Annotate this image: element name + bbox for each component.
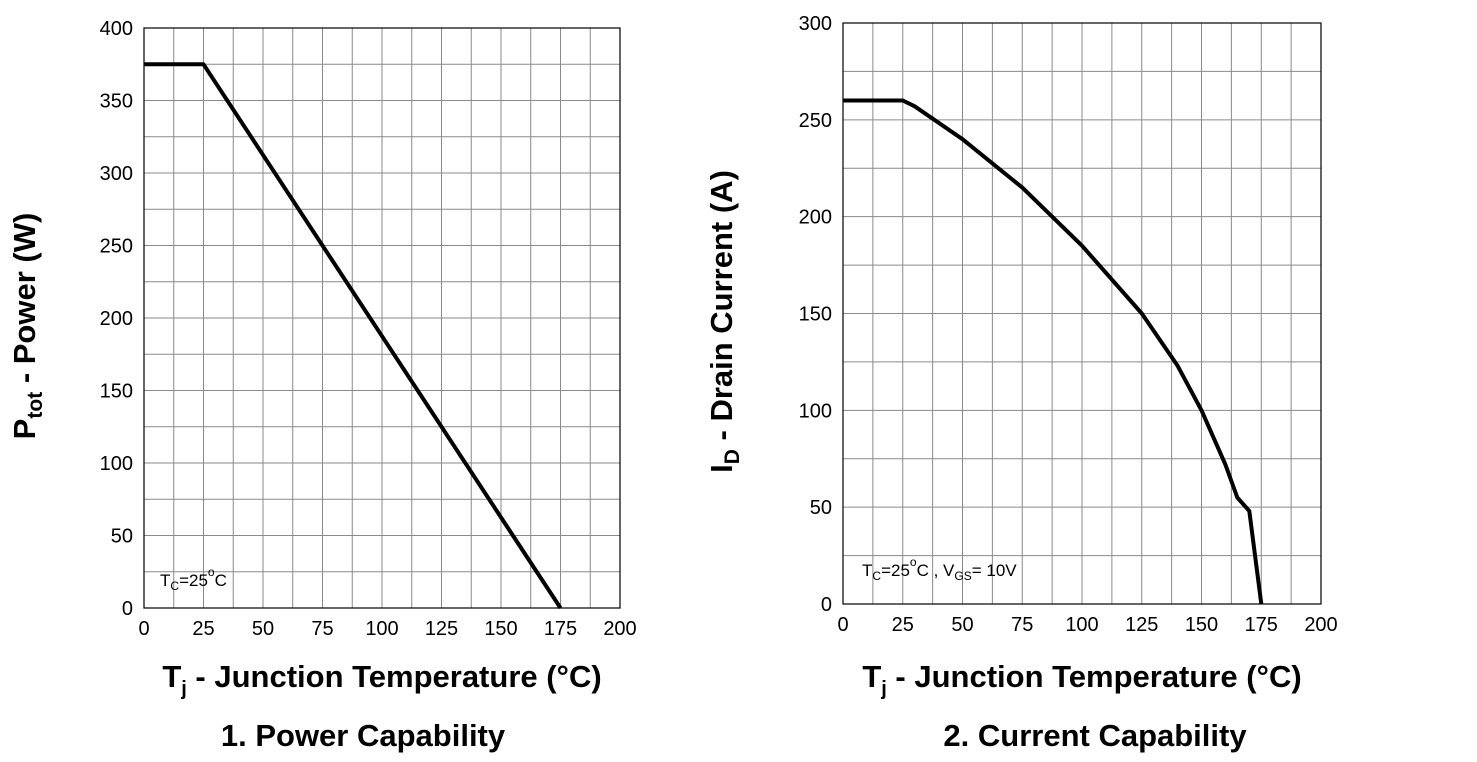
figure-caption: 2. Current Capability bbox=[943, 718, 1247, 753]
note-subscript: GS bbox=[954, 569, 971, 583]
x-tick-label: 175 bbox=[544, 618, 577, 640]
note-subscript: C bbox=[170, 579, 179, 593]
x-axis-title-main: T bbox=[162, 659, 181, 694]
x-tick-label: 25 bbox=[192, 618, 214, 640]
x-tick-label: 150 bbox=[1185, 614, 1218, 636]
y-axis-title-rest: - Power (W) bbox=[7, 213, 42, 392]
figure-caption: 1. Power Capability bbox=[221, 718, 506, 753]
x-tick-label: 125 bbox=[425, 618, 458, 640]
y-tick-label: 0 bbox=[821, 594, 832, 616]
y-tick-label: 250 bbox=[799, 110, 832, 132]
x-axis-title: Tj - Junction Temperature (°C) bbox=[862, 659, 1301, 700]
y-axis-title-rest: - Drain Current (A) bbox=[704, 170, 739, 449]
x-tick-label: 50 bbox=[252, 618, 274, 640]
y-axis-title-sub: D bbox=[721, 449, 744, 464]
y-tick-label: 50 bbox=[810, 497, 832, 519]
y-axis-title-sub: tot bbox=[24, 392, 47, 419]
x-tick-label: 200 bbox=[603, 618, 636, 640]
y-axis-title-main: P bbox=[7, 419, 42, 440]
note-text: T bbox=[160, 571, 170, 590]
figure-number: 1. bbox=[221, 718, 255, 753]
y-tick-label: 200 bbox=[100, 308, 133, 330]
y-tick-label: 200 bbox=[799, 207, 832, 229]
chart-2: 0 25 50 75 100 125 150 175 200 0 50 100 150 200 250 300… bbox=[704, 13, 1338, 753]
y-axis-title-main: I bbox=[704, 464, 739, 473]
x-axis-title-rest: - Junction Temperature (°C) bbox=[187, 659, 602, 694]
y-tick-label: 250 bbox=[100, 236, 133, 258]
figure-title: Current Capability bbox=[978, 718, 1247, 753]
y-tick-label: 100 bbox=[799, 400, 832, 422]
series-line-id bbox=[843, 98, 1264, 605]
x-tick-label: 150 bbox=[484, 618, 517, 640]
note-subscript: C bbox=[872, 569, 881, 583]
x-tick-label: 0 bbox=[837, 614, 848, 636]
note-text: T bbox=[862, 561, 872, 580]
y-axis-title: Ptot - Power (W) bbox=[7, 213, 47, 440]
x-axis-title-main: T bbox=[862, 659, 881, 694]
series-line-ptot bbox=[144, 62, 563, 610]
y-tick-label: 0 bbox=[122, 598, 133, 620]
x-tick-label: 100 bbox=[365, 618, 398, 640]
y-tick-label: 150 bbox=[100, 381, 133, 403]
condition-note: TC=25oC , VGS= 10V bbox=[862, 555, 1017, 583]
plot-frame bbox=[842, 22, 1322, 605]
plot-frame bbox=[143, 27, 621, 609]
note-text: = 10V bbox=[972, 561, 1018, 580]
x-tick-label: 75 bbox=[1011, 614, 1033, 636]
note-text: C , V bbox=[917, 561, 955, 580]
grid-lines bbox=[144, 28, 620, 608]
note-text: =25 bbox=[881, 561, 910, 580]
y-tick-label: 350 bbox=[100, 91, 133, 113]
x-tick-label: 100 bbox=[1065, 614, 1098, 636]
figure-number: 2. bbox=[943, 718, 977, 753]
x-axis-title: Tj - Junction Temperature (°C) bbox=[162, 659, 601, 700]
figure-title: Power Capability bbox=[255, 718, 506, 753]
y-tick-label: 300 bbox=[799, 13, 832, 35]
y-tick-label: 50 bbox=[111, 526, 133, 548]
condition-note: TC=25oC bbox=[160, 565, 227, 593]
y-tick-label: 400 bbox=[100, 18, 133, 40]
y-axis-title: ID - Drain Current (A) bbox=[704, 170, 744, 473]
note-text: C bbox=[215, 571, 227, 590]
x-tick-label: 75 bbox=[311, 618, 333, 640]
x-tick-label: 0 bbox=[138, 618, 149, 640]
x-tick-label: 125 bbox=[1125, 614, 1158, 636]
note-text: =25 bbox=[179, 571, 208, 590]
x-axis-title-sub: j bbox=[180, 678, 187, 700]
x-tick-label: 50 bbox=[951, 614, 973, 636]
y-tick-label: 150 bbox=[799, 304, 832, 326]
x-axis-title-rest: - Junction Temperature (°C) bbox=[887, 659, 1302, 694]
x-tick-label: 200 bbox=[1304, 614, 1337, 636]
chart-1: 0 25 50 75 100 125 150 175 200 0 50 100 150 200 250 300… bbox=[7, 18, 637, 753]
y-tick-label: 100 bbox=[100, 453, 133, 475]
note-superscript: o bbox=[910, 555, 917, 569]
x-tick-label: 25 bbox=[892, 614, 914, 636]
note-superscript: o bbox=[208, 565, 215, 579]
x-axis-title-sub: j bbox=[880, 678, 887, 700]
x-tick-label: 175 bbox=[1245, 614, 1278, 636]
y-tick-label: 300 bbox=[100, 163, 133, 185]
grid-lines bbox=[843, 23, 1321, 604]
